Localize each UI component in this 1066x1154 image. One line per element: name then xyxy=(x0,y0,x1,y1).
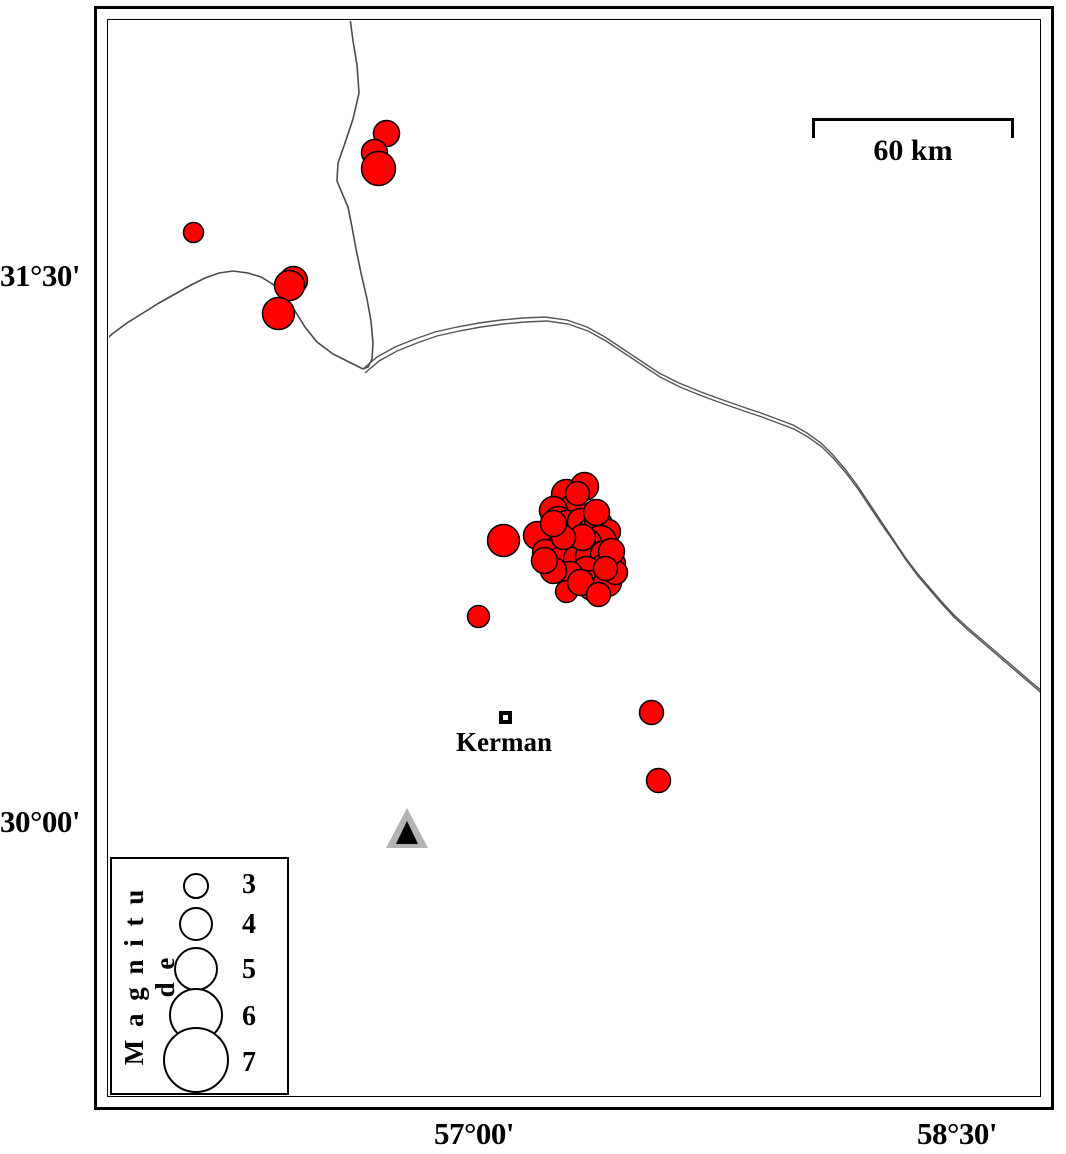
city-label-kerman: Kerman xyxy=(456,727,552,757)
legend-label-7: 7 xyxy=(242,1047,256,1078)
map-plot-area xyxy=(108,20,1040,1096)
legend-circle-3 xyxy=(183,873,209,899)
earthquake-marker xyxy=(360,150,396,186)
frame-bottom-white-1 xyxy=(97,1092,109,1107)
frame-bottom-white-4 xyxy=(1040,1092,1051,1107)
legend-label-5: 5 xyxy=(242,954,256,985)
earthquake-marker xyxy=(530,546,558,574)
frame-left-white-2 xyxy=(97,272,109,546)
longitude-label-5700: 57°00' xyxy=(434,1116,515,1151)
earthquake-marker xyxy=(592,555,618,581)
earthquake-marker xyxy=(273,269,305,301)
scale-bar-tick-left xyxy=(812,118,815,138)
main-road-double-line xyxy=(362,315,1040,693)
frame-right-white-3 xyxy=(1039,818,1051,1092)
earthquake-marker xyxy=(539,509,567,537)
legend-label-6: 6 xyxy=(242,1001,256,1032)
earthquake-marker xyxy=(182,221,204,243)
volcano-triangle-icon xyxy=(384,806,430,850)
frame-left-white-3 xyxy=(97,818,109,1092)
scale-bar-tick-right xyxy=(1011,118,1014,138)
latitude-label-3130: 31°30' xyxy=(0,258,81,293)
longitude-label-5830: 58°30' xyxy=(917,1116,998,1151)
scale-bar-line xyxy=(812,118,1014,121)
earthquake-marker xyxy=(645,767,671,793)
scale-bar-label: 60 km xyxy=(873,134,953,167)
administrative-boundary-line xyxy=(108,20,374,370)
earthquake-marker xyxy=(261,296,295,330)
legend-label-3: 3 xyxy=(242,869,256,900)
legend-circle-5 xyxy=(174,947,218,991)
earthquake-marker xyxy=(466,604,490,628)
earthquake-marker xyxy=(486,523,520,557)
earthquake-marker xyxy=(585,581,611,607)
earthquake-marker-layer xyxy=(182,119,671,793)
earthquake-marker xyxy=(638,699,664,725)
frame-right-white-1 xyxy=(1039,9,1051,24)
legend-label-4: 4 xyxy=(242,909,256,940)
scale-bar xyxy=(812,118,1014,140)
city-marker-kerman xyxy=(499,711,512,724)
legend-circle-4 xyxy=(179,907,213,941)
legend-circle-7 xyxy=(163,1027,229,1093)
earthquake-marker xyxy=(582,498,610,526)
earthquake-marker xyxy=(564,480,590,506)
latitude-label-3000: 30°00' xyxy=(0,804,81,839)
magnitude-legend: M a g n i t u d e 3 4 5 6 7 xyxy=(110,857,289,1095)
frame-right-white-2 xyxy=(1039,272,1051,546)
frame-left-white-1 xyxy=(97,9,109,24)
